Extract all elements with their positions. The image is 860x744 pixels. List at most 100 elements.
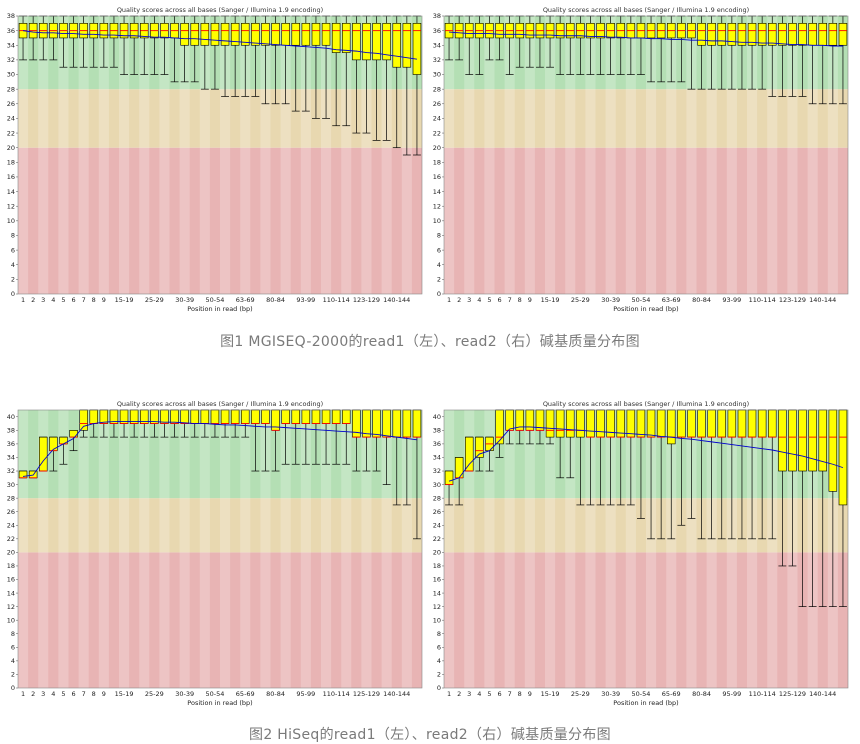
y-tick-label: 6 [11,246,15,254]
box [190,409,199,424]
x-tick-label: 15-19 [541,296,560,304]
band-ok [18,89,422,148]
chart-title: Quality scores across all bases (Sanger … [543,6,749,14]
band-poor [444,552,848,688]
box [18,470,28,479]
box [301,409,311,424]
box [717,23,726,46]
box [241,23,250,46]
y-tick-label: 2 [11,671,15,679]
x-tick-label: 63-69 [662,296,681,304]
x-tick-label: 6 [71,690,75,698]
y-tick-label: 20 [433,144,441,152]
x-tick-label: 9 [102,690,106,698]
box [757,23,767,46]
y-tick-label: 26 [433,100,441,108]
box [210,23,220,46]
box [808,23,817,46]
y-tick-label: 26 [7,508,15,516]
y-tick-label: 36 [7,27,15,35]
column-stripe [220,410,231,688]
mean-line [449,31,843,47]
box [656,409,666,438]
column-stripe [565,16,576,294]
x-tick-label: 80-84 [692,296,711,304]
x-tick-label: 2 [457,296,461,304]
x-tick-label: 30-39 [601,690,620,698]
box [372,409,381,438]
box [301,23,311,46]
column-stripe [646,410,657,688]
x-tick-label: 5 [487,690,491,698]
y-tick-label: 24 [433,521,441,529]
box [737,23,747,46]
x-tick-label: 7 [82,690,86,698]
column-stripe [179,16,190,294]
box [230,409,240,424]
box [545,409,555,438]
box [220,23,230,46]
box [606,409,615,438]
x-tick-label: 1 [447,690,451,698]
y-tick-label: 20 [7,144,15,152]
box [495,409,504,445]
box [475,436,484,458]
y-tick-label: 14 [7,188,15,196]
x-tick-label: 65-69 [236,690,255,698]
box [382,23,391,61]
x-axis-label: Position in read (bp) [613,699,678,707]
y-tick-label: 4 [11,261,15,269]
box [261,23,270,46]
column-stripe [220,16,231,294]
box [677,409,686,438]
x-tick-label: 63-69 [236,296,255,304]
column-stripe [321,16,332,294]
chart-fig1-read2: Quality scores across all bases (Sanger … [433,6,849,313]
x-tick-label: 110-114 [323,690,350,698]
x-tick-label: 8 [92,690,96,698]
box [352,23,361,61]
box [311,23,321,46]
y-tick-label: 36 [433,27,441,35]
box [180,409,189,424]
column-stripe [585,410,596,688]
column-stripe [280,410,291,688]
y-tick-label: 12 [433,603,441,611]
column-stripe [585,16,596,294]
x-tick-label: 30-39 [175,296,194,304]
x-tick-label: 25-29 [571,690,590,698]
box [241,409,250,424]
y-tick-label: 16 [433,173,441,181]
x-tick-label: 8 [92,296,96,304]
x-axis-label: Position in read (bp) [187,305,252,313]
column-stripe [341,410,352,688]
box [828,409,838,492]
x-tick-label: 123-129 [779,296,806,304]
y-tick-label: 32 [433,467,441,475]
column-stripe [444,16,455,294]
column-stripe [605,410,616,688]
column-stripe [706,16,717,294]
y-tick-label: 34 [433,41,441,49]
column-stripe [686,410,697,688]
mean-line [448,426,844,482]
column-stripe [524,16,535,294]
column-stripe [504,16,515,294]
box [667,409,676,445]
box [180,23,189,46]
box [372,23,381,61]
box [39,436,48,472]
box [444,470,454,485]
column-stripe [260,410,271,688]
y-tick-label: 12 [7,603,15,611]
box [465,436,474,472]
x-tick-label: 5 [61,296,65,304]
x-tick-label: 30-39 [175,690,194,698]
box [576,409,585,438]
y-tick-label: 24 [7,115,15,123]
box [200,23,210,46]
y-tick-label: 28 [433,85,441,93]
box [69,430,78,438]
column-stripe [119,410,130,688]
box [49,436,58,451]
